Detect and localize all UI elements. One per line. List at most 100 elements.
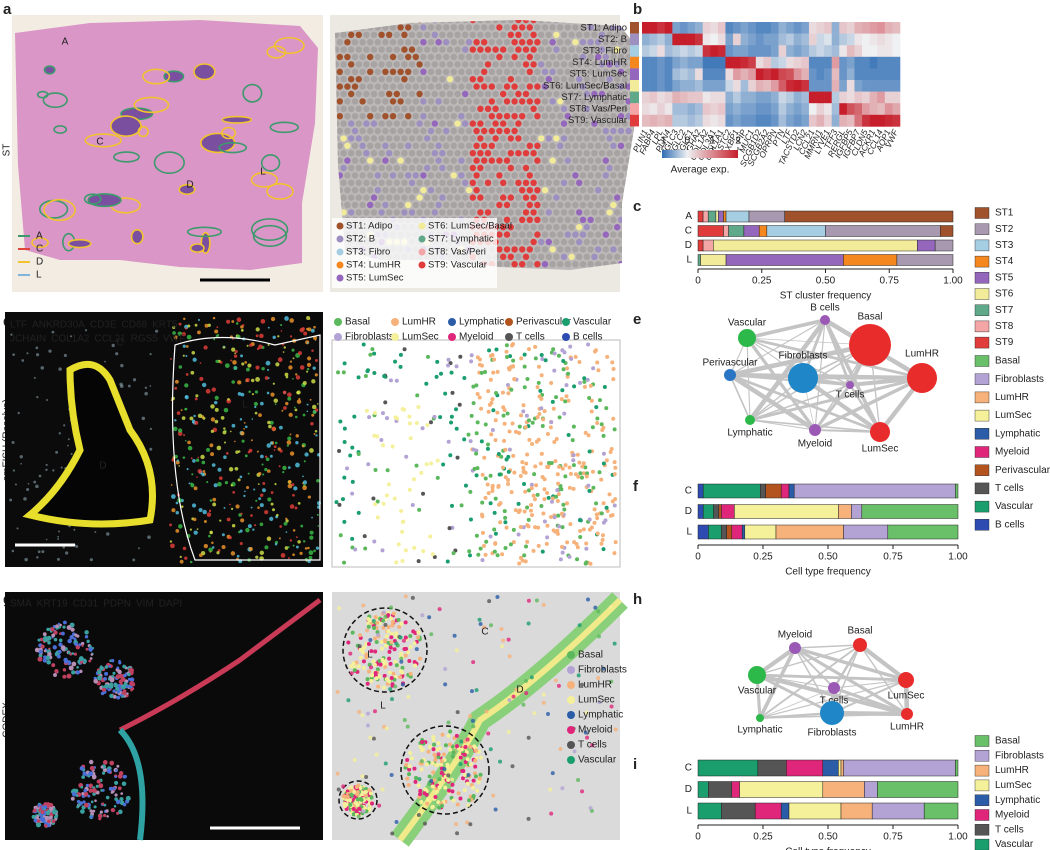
cell-dot [363,789,368,794]
st-spot [610,246,617,253]
cell-dot [363,546,368,551]
st-spot [541,172,549,179]
cell-dot [467,553,472,558]
st-spot [344,113,351,120]
st-spot [602,231,609,238]
st-spot [503,246,511,253]
st-spot [420,39,427,46]
cell-dot [471,447,476,452]
fluorescence-speck [243,428,245,430]
st-spot [386,150,393,157]
st-spot [363,76,370,83]
fluorescence-speck [283,521,288,526]
fluorescence-speck [269,441,273,445]
st-spot [397,39,404,46]
row-label: ST6: LumSec/Basal [543,80,627,91]
cell-dot [613,497,618,502]
st-spot [530,31,537,38]
heatmap-cell [740,103,749,116]
cell-dot [452,633,457,638]
st-spot [389,83,397,90]
cell-dot [525,523,530,528]
heatmap-cell [642,91,650,104]
cell-dot [539,373,544,378]
cell-dot [389,605,394,610]
fluorescence-speck [243,494,246,498]
st-spot [587,142,594,149]
fluorescence-speck [261,366,265,371]
heatmap-cell [664,91,673,104]
cell-dot [422,791,427,796]
st-spot [595,216,602,223]
cell-dot [454,744,459,749]
tissue-speck [120,693,123,697]
st-spot [462,90,469,98]
cell-dot [581,461,586,466]
st-spot [617,231,625,238]
st-spot [374,98,381,105]
cell-dot [568,344,573,349]
legend-label: LumSec [995,780,1032,791]
cell-dot [544,541,549,546]
st-spot [549,98,556,105]
fluorescence-speck [201,472,205,477]
st-spot [446,120,454,127]
st-spot [621,179,628,186]
st-spot [367,39,374,46]
st-spot [511,127,518,135]
bar-segment [697,254,701,266]
cell-dot [572,384,577,389]
network-edge [794,644,861,649]
st-spot [454,150,461,157]
fluorescence-speck [58,432,61,435]
st-spot [405,53,412,61]
st-spot [348,209,355,216]
cell-dot [418,656,423,661]
cell-dot [581,471,586,476]
tissue-speck [119,673,124,679]
fluorescence-speck [224,480,229,485]
st-spot [412,24,419,31]
st-spot [465,142,473,149]
fluorescence-speck [282,351,285,353]
st-spot [576,209,583,216]
st-spot [633,187,638,194]
st-spot [610,83,617,90]
cell-dot [540,549,545,554]
cell-dot [428,534,433,539]
fluorescence-speck [254,405,257,409]
st-spot [545,224,552,231]
cell-dot [501,405,506,410]
st-spot [564,113,571,120]
st-spot [344,157,351,164]
bar-segment [713,239,918,252]
cell-dot [350,536,355,541]
fluorescence-speck [184,556,188,560]
st-spot [583,194,590,201]
cell-dot [436,741,441,746]
heatmap-cell [642,22,650,34]
fluorescence-speck [218,476,223,480]
cell-dot [435,762,440,767]
cell-dot [559,511,564,516]
fluorescence-speck [282,465,287,471]
heatmap-cell [672,56,681,69]
cell-dot [366,624,371,629]
cell-dot [585,471,590,476]
row-label: ST9: Vascular [568,115,627,126]
legend-label: LumHR [578,680,612,691]
st-spot [370,194,378,201]
tissue-speck [109,682,114,687]
network-node [748,666,766,684]
st-spot [538,150,545,157]
st-spot [359,83,366,90]
network-node [853,638,867,652]
fluorescence-speck [267,368,270,371]
cell-dot [596,609,601,614]
fluorescence-speck [288,480,292,484]
st-spot [393,76,400,83]
fluorescence-speck [295,415,298,419]
st-spot [587,39,594,46]
st-spot [408,31,416,38]
st-spot [591,76,598,83]
